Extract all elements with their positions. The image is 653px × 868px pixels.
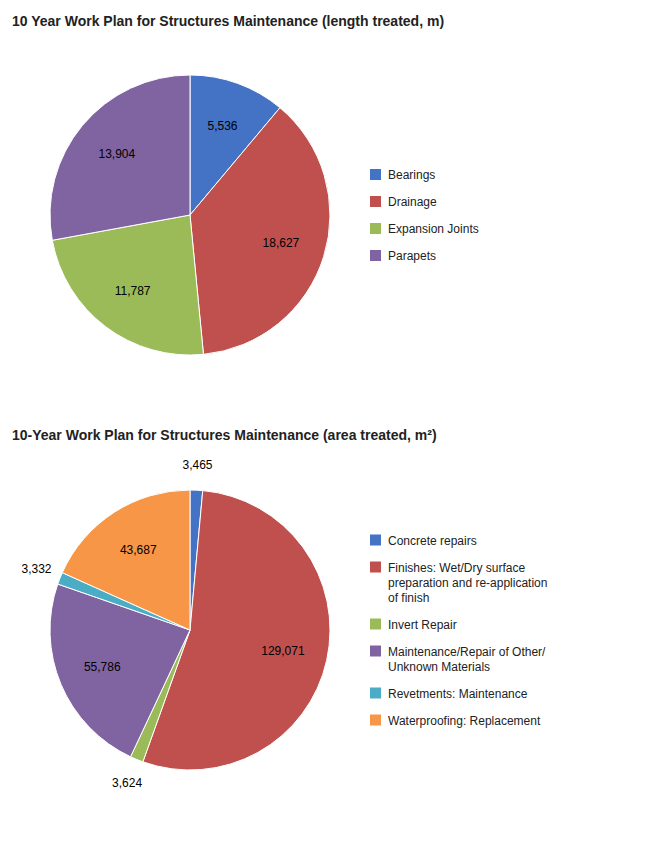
legend-swatch <box>370 619 381 630</box>
legend-swatch <box>370 169 381 180</box>
pie-slice <box>62 490 190 630</box>
legend-entry: Bearings <box>388 168 435 182</box>
legend-swatch <box>370 562 381 573</box>
chart-canvas: 10 Year Work Plan for Structures Mainten… <box>0 0 653 868</box>
legend-swatch <box>370 535 381 546</box>
data-label: 5,536 <box>208 119 238 133</box>
chart-title: 10-Year Work Plan for Structures Mainten… <box>12 427 437 443</box>
legend-swatch <box>370 196 381 207</box>
data-label: 43,687 <box>120 543 157 557</box>
legend-entry: Waterproofing: Replacement <box>388 714 541 728</box>
legend-entry: Parapets <box>388 249 436 263</box>
data-label: 55,786 <box>84 660 121 674</box>
legend-entry: Concrete repairs <box>388 534 477 548</box>
legend-entry: Expansion Joints <box>388 222 479 236</box>
slices <box>50 75 330 355</box>
legend-swatch <box>370 715 381 726</box>
data-label: 18,627 <box>263 236 300 250</box>
legend-entry: Invert Repair <box>388 618 457 632</box>
legend-entry: Drainage <box>388 195 437 209</box>
legend-swatch <box>370 688 381 699</box>
data-label: 3,465 <box>183 458 213 472</box>
data-label: 13,904 <box>99 147 136 161</box>
pie-chart: 10-Year Work Plan for Structures Mainten… <box>12 427 547 790</box>
legend-swatch <box>370 646 381 657</box>
legend-swatch <box>370 250 381 261</box>
pie-slice <box>190 108 330 355</box>
pie-slice <box>50 75 190 240</box>
slices <box>50 490 330 770</box>
chart-title: 10 Year Work Plan for Structures Mainten… <box>12 13 444 29</box>
legend-entry: Maintenance/Repair of Other/Unknown Mate… <box>388 645 546 674</box>
legend-entry: Revetments: Maintenance <box>388 687 528 701</box>
data-label: 129,071 <box>261 644 305 658</box>
data-labels: 5,536 18,627 11,787 13,904 <box>99 119 300 298</box>
pie-chart: 10 Year Work Plan for Structures Mainten… <box>12 13 479 355</box>
legend-entry: Finishes: Wet/Dry surfacepreparation and… <box>388 561 547 605</box>
legend-swatch <box>370 223 381 234</box>
data-label: 3,332 <box>21 562 51 576</box>
legend: Concrete repairs Finishes: Wet/Dry surfac… <box>370 534 547 728</box>
legend: Bearings Drainage Expansion Joints Parapets <box>370 168 479 263</box>
data-label: 11,787 <box>115 284 151 298</box>
data-labels: 3,465 129,071 3,624 55,786 3,332 43,687 <box>21 458 305 790</box>
data-label: 3,624 <box>112 776 142 790</box>
